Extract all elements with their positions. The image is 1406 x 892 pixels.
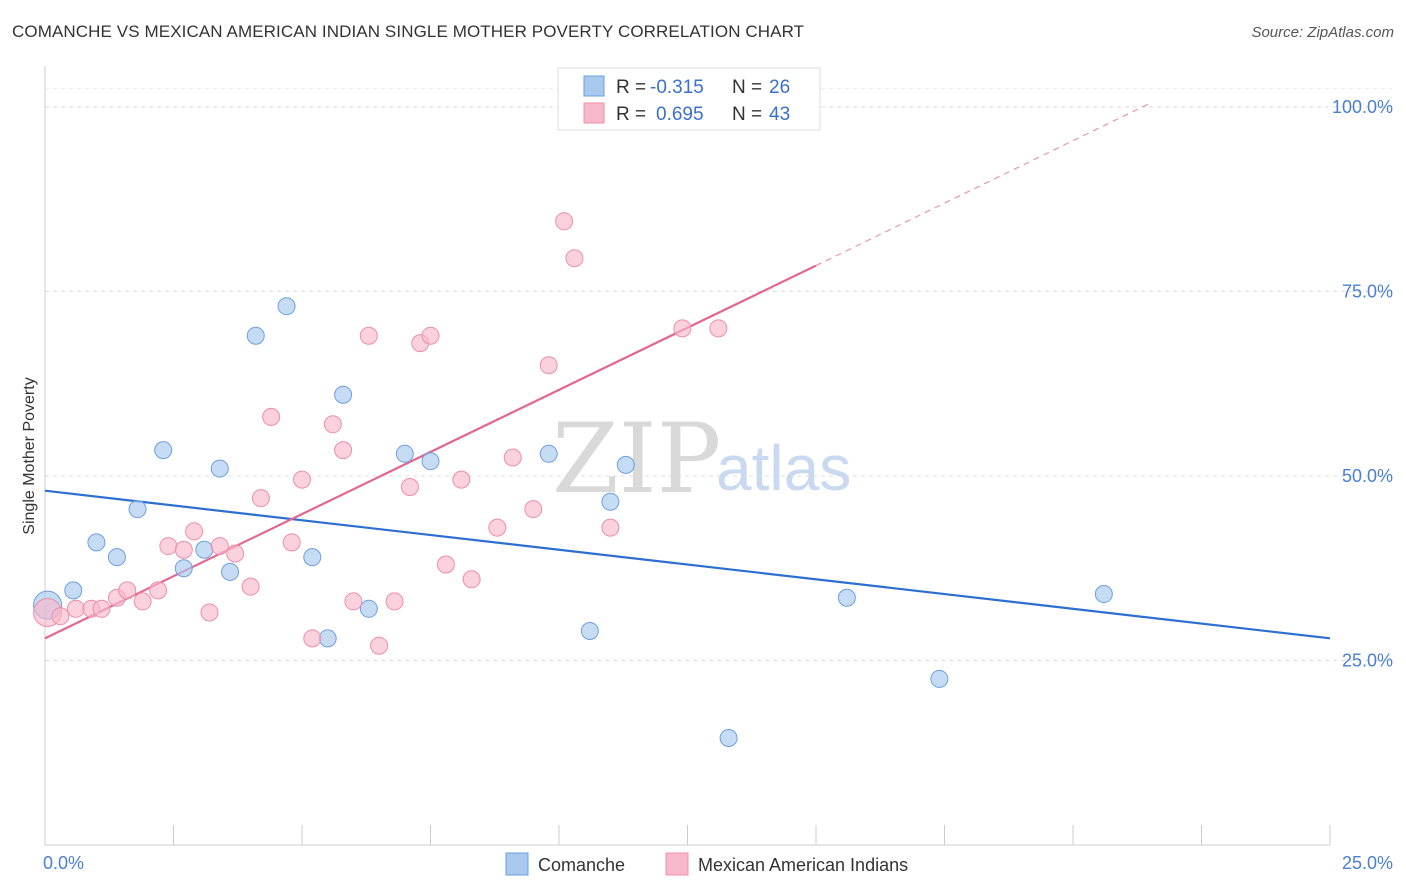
point-s0-5	[154, 441, 173, 460]
y-tick-label-50: 50.0%	[1342, 466, 1393, 486]
legend-swatch-mexican-american-indians	[583, 102, 605, 124]
point-s0-3	[107, 548, 126, 567]
point-s0-12	[303, 548, 322, 567]
point-s1-12	[200, 603, 219, 622]
y-axis-title: Single Mother Poverty	[21, 377, 38, 534]
watermark: ZIP atlas	[552, 403, 851, 515]
point-s0-6	[174, 559, 193, 578]
point-s1-11	[185, 522, 204, 541]
legend-n-label-1: N =	[732, 77, 762, 98]
point-s0-17	[421, 452, 440, 471]
point-s0-1	[64, 581, 83, 600]
point-s1-7	[133, 592, 152, 611]
series-legend-swatch-mexican-american-indians	[665, 852, 689, 876]
point-s1-23	[344, 592, 363, 611]
point-s1-41	[673, 319, 692, 338]
point-s1-30	[436, 555, 455, 574]
trend-line-extension-1	[815, 102, 1151, 267]
point-s0-8	[210, 459, 229, 478]
point-s0-4	[128, 500, 147, 519]
legend-n-label-2: N =	[732, 104, 762, 125]
point-s0-13	[318, 629, 337, 648]
legend-r-value-comanche: -0.315	[650, 77, 704, 98]
point-s1-29	[421, 326, 440, 345]
y-tick-label-100: 100.0%	[1332, 97, 1393, 117]
point-s1-24	[359, 326, 378, 345]
point-s1-34	[503, 448, 522, 467]
legend-r-label-2: R =	[616, 104, 646, 125]
point-s1-31	[452, 470, 471, 489]
point-s0-21	[616, 455, 635, 474]
legend-r-value-mexican-american-indians: 0.695	[656, 104, 704, 125]
point-s0-15	[359, 599, 378, 618]
point-s1-18	[282, 533, 301, 552]
series-legend: Comanche Mexican American Indians	[505, 852, 908, 876]
trend-line-0	[44, 489, 1331, 640]
legend-n-value-mexican-american-indians: 43	[769, 104, 790, 125]
point-s1-14	[226, 544, 245, 563]
point-s1-17	[262, 407, 281, 426]
x-tick-label-max: 25.0%	[1342, 853, 1393, 873]
point-s1-21	[323, 415, 342, 434]
point-s1-20	[303, 629, 322, 648]
point-s0-23	[837, 588, 856, 607]
point-s1-19	[293, 470, 311, 489]
point-s0-25	[1094, 585, 1113, 604]
tick-labels: 25.0% 50.0% 75.0% 100.0% 0.0% 25.0%	[43, 97, 1393, 873]
point-s0-22	[719, 728, 738, 747]
data-points	[33, 97, 1113, 747]
point-s1-16	[251, 489, 270, 508]
point-s1-26	[385, 592, 404, 611]
point-s1-13	[210, 537, 229, 556]
grid-lines	[45, 88, 1392, 661]
x-tick-label-min: 0.0%	[43, 853, 84, 873]
point-s1-22	[334, 441, 353, 460]
point-s1-37	[555, 212, 574, 231]
source-label: Source: ZipAtlas.com	[1251, 24, 1394, 41]
chart-title: COMANCHE VS MEXICAN AMERICAN INDIAN SING…	[12, 22, 805, 41]
point-s0-14	[334, 385, 353, 404]
legend-swatch-comanche	[583, 75, 605, 97]
point-s1-6	[118, 581, 137, 600]
point-s1-25	[370, 636, 389, 655]
point-s1-32	[462, 570, 481, 589]
point-s0-9	[221, 562, 240, 581]
series-legend-swatch-comanche	[505, 852, 529, 876]
point-s1-38	[565, 249, 584, 268]
legend-r-label-1: R =	[616, 77, 646, 98]
point-s1-9	[159, 537, 178, 556]
point-s0-7	[195, 540, 214, 559]
y-tick-label-25: 25.0%	[1342, 650, 1393, 670]
y-tick-label-75: 75.0%	[1342, 281, 1393, 301]
legend-n-value-comanche: 26	[769, 77, 790, 98]
point-s1-42	[709, 319, 728, 338]
point-s1-39	[601, 518, 620, 537]
axes	[44, 66, 1331, 846]
point-s0-18	[539, 444, 558, 463]
point-s1-1	[51, 607, 70, 626]
series-legend-label-mexican-american-indians: Mexican American Indians	[698, 855, 908, 875]
watermark-zip: ZIP	[552, 403, 721, 515]
point-s0-10	[246, 326, 265, 345]
point-s1-27	[400, 478, 419, 497]
point-s0-19	[580, 621, 599, 640]
point-s1-36	[539, 356, 558, 375]
point-s0-20	[601, 492, 620, 511]
watermark-atlas: atlas	[716, 432, 851, 504]
correlation-legend: R = -0.315 N = 26 R = 0.695 N = 43	[557, 67, 821, 131]
point-s1-35	[524, 500, 543, 519]
point-s1-2	[66, 599, 85, 618]
point-s1-4	[92, 599, 111, 618]
point-s1-15	[241, 577, 260, 596]
series-legend-label-comanche: Comanche	[538, 855, 625, 875]
point-s1-8	[149, 581, 168, 600]
point-s1-10	[174, 540, 193, 559]
point-s1-33	[488, 518, 507, 537]
point-s0-24	[930, 669, 949, 688]
point-s0-11	[277, 297, 296, 316]
point-s0-2	[87, 533, 106, 552]
point-s0-16	[395, 444, 414, 463]
